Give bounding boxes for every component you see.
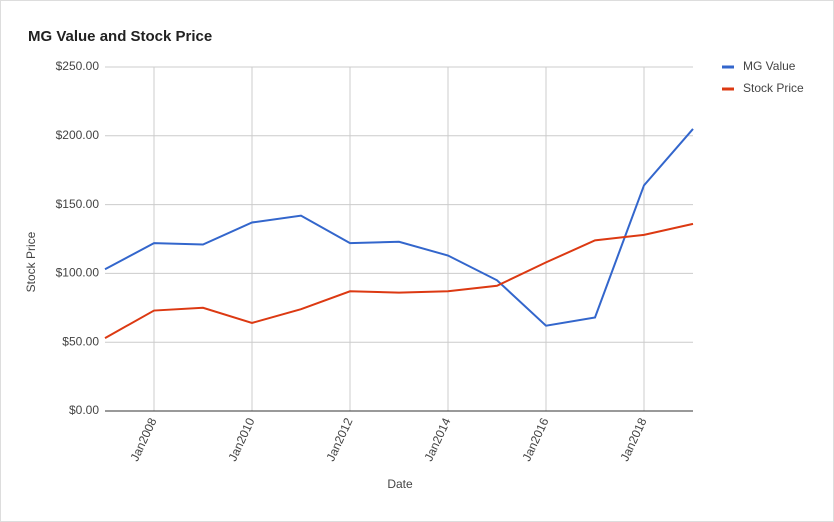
x-axis-title: Date [387,477,413,491]
legend-label: MG Value [743,59,796,73]
y-tick-label: $50.00 [62,334,99,348]
chart-title: MG Value and Stock Price [28,28,212,45]
data-line [104,128,694,327]
legend-label: Stock Price [743,81,804,95]
data-line [104,222,694,339]
y-tick-label: $150.00 [56,197,100,211]
y-tick-label: $0.00 [69,403,99,417]
y-axis-title: Stock Price [24,231,38,292]
y-tick-label: $200.00 [56,128,100,142]
y-tick-label: $100.00 [56,266,100,280]
y-tick-label: $250.00 [56,59,100,73]
